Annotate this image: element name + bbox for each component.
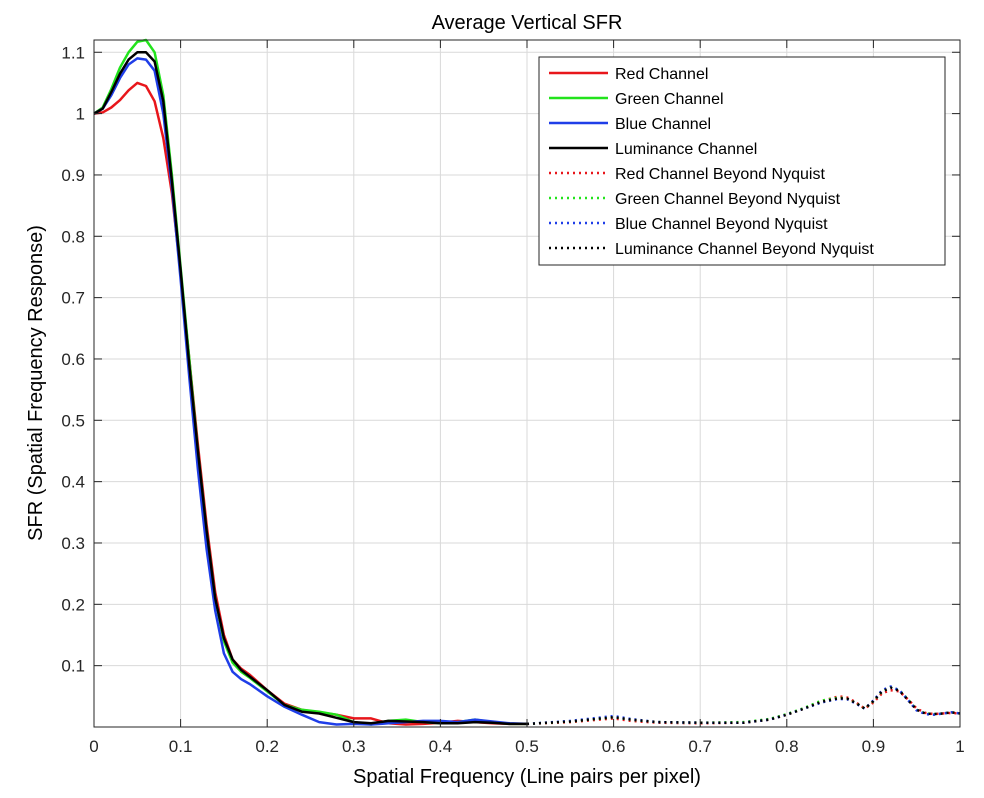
y-tick-label: 0.2 — [61, 595, 85, 614]
legend-label: Blue Channel — [615, 116, 711, 133]
legend-label: Green Channel — [615, 91, 724, 108]
series-line-red-channel-beyond-nyquist — [526, 688, 961, 726]
y-tick-label: 0.9 — [61, 166, 85, 185]
x-tick-label: 0.8 — [775, 737, 799, 756]
x-tick-label: 0.3 — [342, 737, 366, 756]
x-tick-label: 0.1 — [169, 737, 193, 756]
ticks: 0 0.1 0.2 0.3 0.4 0.5 0.6 0.7 0.8 0.9 1 0.1 0.2 0.3 0.… — [61, 40, 965, 756]
x-tick-label: 0.9 — [862, 737, 886, 756]
x-tick-label: 0.7 — [688, 737, 712, 756]
y-tick-label: 0.1 — [61, 657, 85, 676]
x-tick-label: 0 — [89, 737, 98, 756]
legend-label: Blue Channel Beyond Nyquist — [615, 216, 828, 233]
y-tick-label: 0.6 — [61, 350, 85, 369]
series-line-luminance-channel-beyond-nyquist — [526, 686, 961, 726]
legend-label: Red Channel Beyond Nyquist — [615, 166, 825, 183]
series-line-blue-channel — [93, 57, 528, 726]
x-tick-label: 1 — [955, 737, 964, 756]
y-tick-label: 1.1 — [61, 43, 85, 62]
y-tick-label: 0.5 — [61, 411, 85, 430]
chart-title: Average Vertical SFR — [432, 12, 623, 34]
series-line-luminance-channel — [93, 51, 527, 726]
x-axis-label: Spatial Frequency (Line pairs per pixel) — [353, 766, 701, 788]
legend-label: Red Channel — [615, 66, 708, 83]
legend-label: Luminance Channel — [615, 141, 757, 158]
y-tick-label: 1 — [76, 105, 85, 124]
legend: Red Channel Green Channel Blue Channel Lumi… — [538, 56, 946, 266]
legend-box — [538, 56, 946, 266]
y-tick-label: 0.7 — [61, 289, 85, 308]
legend-label: Luminance Channel Beyond Nyquist — [615, 241, 874, 258]
y-tick-label: 0.4 — [61, 473, 85, 492]
y-axis-label: SFR (Spatial Frequency Response) — [25, 225, 47, 541]
y-tick-label: 0.8 — [61, 227, 85, 246]
series-lines — [93, 38, 961, 726]
x-tick-label: 0.6 — [602, 737, 626, 756]
y-tick-label: 0.3 — [61, 534, 85, 553]
x-tick-label: 0.4 — [429, 737, 453, 756]
legend-label: Green Channel Beyond Nyquist — [615, 191, 841, 208]
x-tick-label: 0.2 — [255, 737, 279, 756]
x-tick-label: 0.5 — [515, 737, 539, 756]
grid — [93, 40, 961, 727]
legend-entries: Red Channel Green Channel Blue Channel Lumi… — [549, 66, 874, 258]
